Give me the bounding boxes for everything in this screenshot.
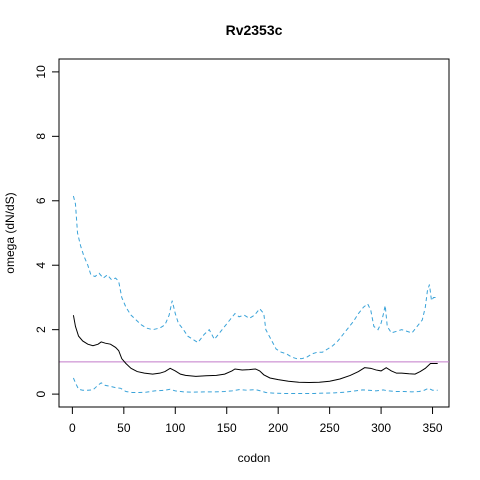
plot-frame [58, 58, 450, 408]
x-tick-label: 200 [268, 421, 288, 435]
series-line-estimate [72, 315, 438, 384]
x-tick-label: 250 [320, 421, 340, 435]
y-axis: 0 2 4 6 8 10 [34, 65, 60, 397]
x-axis-label: codon [238, 451, 271, 465]
x-tick-label: 100 [165, 421, 185, 435]
y-tick-label: 2 [34, 326, 48, 333]
x-tick-label: 300 [371, 421, 391, 435]
x-tick-label: 50 [117, 421, 131, 435]
y-axis-label: omega (dN/dS) [3, 192, 17, 273]
x-tick-label: 350 [423, 421, 443, 435]
y-tick-label: 6 [34, 197, 48, 204]
chart-title: Rv2353c [226, 22, 283, 38]
y-tick-label: 0 [34, 390, 48, 397]
x-tick-label: 0 [69, 421, 76, 435]
y-tick-label: 4 [34, 262, 48, 269]
y-tick-label: 10 [34, 65, 48, 79]
plot-area [59, 195, 449, 394]
x-axis: 0 50 100 150 200 250 300 350 [69, 406, 443, 435]
x-tick-label: 150 [217, 421, 237, 435]
y-tick-label: 8 [34, 133, 48, 140]
series-line-bound-2 [72, 377, 438, 394]
series-line-bound-1 [72, 195, 438, 360]
